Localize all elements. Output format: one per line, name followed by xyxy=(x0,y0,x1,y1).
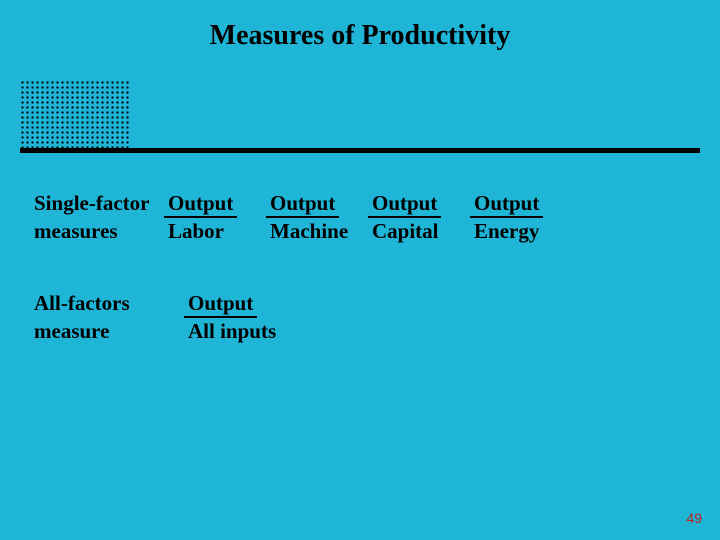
ratio-denominator: Capital xyxy=(368,218,443,244)
single-factor-label-line2: measures xyxy=(34,218,164,244)
ratio-denominator: Energy xyxy=(470,218,543,244)
ratio-cell: Output xyxy=(184,290,257,318)
ratio-numerator: Output xyxy=(266,190,339,218)
ratio-cell: Output xyxy=(470,190,572,218)
decorative-pattern-block xyxy=(20,80,130,150)
ratio-cell: Output xyxy=(266,190,368,218)
all-factors-label-line2: measure xyxy=(34,318,184,344)
ratio-numerator: Output xyxy=(470,190,543,218)
ratio-cell: Output xyxy=(368,190,470,218)
ratio-cell: Machine xyxy=(266,218,368,244)
all-factors-label-line1: All-factors xyxy=(34,290,184,318)
page-number: 49 xyxy=(686,510,702,526)
ratio-cell: Output xyxy=(164,190,266,218)
slide-title: Measures of Productivity xyxy=(0,20,720,52)
ratio-cell: All inputs xyxy=(184,318,280,344)
ratio-denominator: All inputs xyxy=(184,318,280,344)
divider-line xyxy=(20,148,700,153)
ratio-cell: Labor xyxy=(164,218,266,244)
ratio-denominator: Machine xyxy=(266,218,352,244)
slide: Measures of Productivity Single-factor O… xyxy=(0,0,720,540)
ratio-numerator: Output xyxy=(368,190,441,218)
single-factor-label-line1: Single-factor xyxy=(34,190,164,218)
ratio-numerator: Output xyxy=(164,190,237,218)
all-factors-block: All-factors Output measure All inputs xyxy=(34,290,280,345)
single-factor-block: Single-factor Output Output Output Outpu… xyxy=(34,190,572,245)
ratio-cell: Capital xyxy=(368,218,470,244)
ratio-denominator: Labor xyxy=(164,218,228,244)
ratio-cell: Energy xyxy=(470,218,572,244)
ratio-numerator: Output xyxy=(184,290,257,318)
